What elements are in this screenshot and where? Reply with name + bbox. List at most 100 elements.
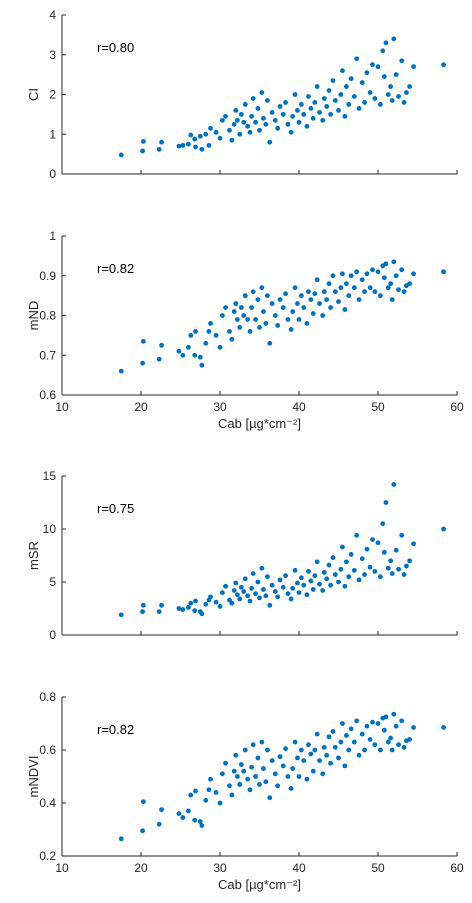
ci-point xyxy=(317,109,322,115)
ci-point xyxy=(393,72,399,78)
mnd-point xyxy=(324,297,330,302)
mndvi-point xyxy=(263,779,269,785)
msr-point xyxy=(399,532,405,538)
mndvi-point xyxy=(242,747,248,753)
ci-point xyxy=(342,113,348,119)
panel-msr: 0 5 10 15 mSR r=0.75 xyxy=(26,469,458,642)
ci-point xyxy=(238,111,244,117)
mndvi-point xyxy=(249,764,255,770)
mndvi-point xyxy=(280,763,286,769)
ci-point xyxy=(362,100,367,105)
msr-point xyxy=(234,592,240,598)
ci-correlation-label: r=0.80 xyxy=(97,40,134,55)
ci-point xyxy=(241,119,247,125)
mndvi-y-tick-label: 0.4 xyxy=(39,796,56,810)
ci-point xyxy=(388,84,394,89)
msr-point xyxy=(176,606,182,611)
msr-point xyxy=(377,574,383,580)
mnd-point xyxy=(188,332,194,338)
ci-point xyxy=(411,64,416,70)
mndvi-point xyxy=(217,800,223,806)
mnd-point xyxy=(231,309,237,314)
mnd-point xyxy=(217,344,223,350)
msr-point xyxy=(231,588,237,593)
msr-point xyxy=(304,592,310,598)
mndvi-point xyxy=(199,823,205,828)
mndvi-point xyxy=(234,774,240,779)
ci-point xyxy=(356,106,362,111)
msr-point xyxy=(180,607,186,612)
msr-point xyxy=(298,575,304,581)
ci-point xyxy=(380,48,386,54)
mndvi-point xyxy=(267,795,273,801)
ci-point xyxy=(401,100,407,105)
mndvi-point xyxy=(314,731,320,737)
mndvi-point xyxy=(372,742,378,748)
ci-point xyxy=(197,133,203,139)
mnd-point xyxy=(385,285,391,291)
msr-point xyxy=(344,559,349,565)
mnd-x-axis-label: Cab [µg*cm⁻²] xyxy=(218,416,301,431)
ci-point xyxy=(320,117,326,123)
mndvi-point xyxy=(285,774,291,779)
msr-point xyxy=(346,574,352,580)
mndvi-point xyxy=(304,776,310,782)
mnd-point xyxy=(389,297,395,302)
msr-point xyxy=(241,589,247,594)
mnd-point xyxy=(255,297,261,302)
ci-point xyxy=(383,40,389,46)
mnd-point xyxy=(401,289,407,295)
ci-y-tick-label: 3 xyxy=(49,48,56,62)
mndvi-point xyxy=(283,746,288,752)
msr-y-tick-label: 15 xyxy=(43,469,57,483)
mndvi-x-tick-label: 10 xyxy=(55,861,69,875)
ci-y-tick-label: 0 xyxy=(49,167,56,181)
msr-point xyxy=(140,609,145,615)
mndvi-y-tick-label: 0.6 xyxy=(39,743,56,757)
mnd-correlation-label: r=0.82 xyxy=(97,261,134,276)
mnd-point xyxy=(261,309,266,314)
msr-point xyxy=(306,569,311,574)
ci-point xyxy=(351,94,357,99)
ci-point xyxy=(407,84,412,89)
mnd-point xyxy=(292,285,298,291)
msr-point xyxy=(188,600,194,606)
mndvi-point xyxy=(301,758,307,763)
msr-point xyxy=(391,482,397,487)
mnd-point xyxy=(301,305,307,310)
mnd-y-tick-label: 0.9 xyxy=(39,269,56,283)
ci-point xyxy=(261,115,266,121)
msr-point xyxy=(342,583,348,589)
mndvi-point xyxy=(328,760,333,766)
msr-point xyxy=(277,577,283,583)
mnd-point xyxy=(317,301,322,306)
mndvi-point xyxy=(223,760,228,766)
msr-point xyxy=(356,577,362,583)
mndvi-point xyxy=(320,771,326,777)
msr-point xyxy=(407,558,412,564)
mnd-point xyxy=(304,321,310,326)
mnd-point xyxy=(275,323,281,328)
ci-point xyxy=(283,100,288,105)
ci-point xyxy=(247,129,253,135)
mndvi-point xyxy=(229,792,235,798)
mndvi-point xyxy=(203,797,209,803)
ci-point xyxy=(257,127,262,133)
mndvi-y-tick-label: 0.8 xyxy=(39,690,56,704)
msr-point xyxy=(267,602,273,608)
mndvi-point xyxy=(219,771,225,777)
msr-point xyxy=(263,593,269,599)
mndvi-point xyxy=(364,723,370,729)
mnd-point xyxy=(193,329,198,334)
msr-point xyxy=(249,585,255,591)
msr-point xyxy=(330,555,336,561)
msr-point xyxy=(308,578,314,584)
mnd-point xyxy=(326,281,332,287)
mnd-point xyxy=(399,267,405,273)
msr-point xyxy=(364,546,370,552)
mnd-point xyxy=(336,299,341,304)
mndvi-correlation-label: r=0.82 xyxy=(97,722,134,737)
mndvi-point xyxy=(389,747,395,753)
msr-point xyxy=(213,599,219,605)
